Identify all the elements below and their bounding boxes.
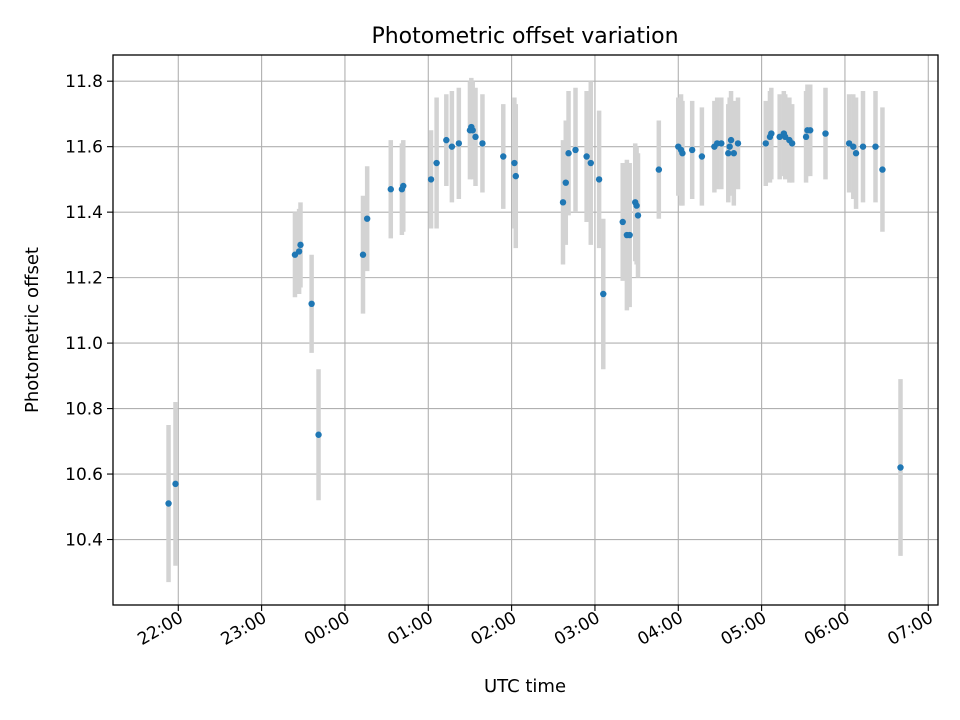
data-point	[788, 140, 796, 147]
data-point	[725, 150, 732, 157]
data-point	[295, 248, 303, 255]
x-tick-label: 07:00	[884, 608, 936, 650]
data-point	[619, 218, 626, 226]
x-tick-label: 23:00	[218, 608, 270, 650]
data-point	[634, 212, 642, 219]
data-point	[802, 133, 810, 141]
data-point	[565, 150, 572, 157]
data-point	[363, 215, 371, 222]
x-tick-label: 22:00	[134, 608, 186, 650]
data-point	[433, 159, 440, 167]
data-point	[472, 133, 479, 141]
data-point	[655, 166, 663, 173]
x-axis-ticks: 22:00 23:00 00:00 01:00 02:00 03:00 04:00 05:00…	[134, 605, 937, 650]
data-point	[448, 143, 456, 150]
data-point	[308, 300, 315, 308]
data-point	[600, 290, 607, 298]
y-tick-label: 11.6	[65, 138, 103, 158]
y-tick-label: 11.8	[65, 72, 103, 92]
data-point	[315, 431, 322, 438]
chart-title: Photometric offset variation	[371, 24, 678, 49]
y-tick-label: 11.0	[65, 334, 103, 354]
data-point	[297, 241, 304, 249]
grid-lines	[113, 55, 938, 605]
data-point	[562, 179, 569, 186]
error-bars	[166, 77, 903, 583]
data-point	[469, 127, 476, 134]
data-point	[872, 143, 879, 150]
data-point	[587, 159, 594, 167]
data-point	[512, 172, 519, 180]
x-axis-label: UTC time	[484, 676, 566, 697]
data-point	[427, 176, 435, 183]
data-point	[879, 166, 886, 173]
data-point	[679, 150, 686, 157]
x-tick-label: 00:00	[301, 608, 353, 650]
x-tick-label: 05:00	[718, 608, 770, 650]
x-tick-label: 03:00	[551, 608, 603, 650]
data-point	[595, 176, 603, 183]
data-point	[718, 140, 725, 147]
data-point	[572, 146, 579, 154]
x-tick-label: 06:00	[801, 608, 853, 650]
data-point	[730, 150, 738, 157]
plot-frame	[112, 54, 939, 606]
data-point	[807, 127, 814, 134]
y-axis-label: Photometric offset	[22, 247, 43, 413]
data-point	[897, 464, 904, 471]
y-tick-label: 11.4	[65, 203, 103, 223]
data-point	[852, 150, 860, 157]
data-point	[762, 140, 769, 147]
data-point	[500, 153, 507, 160]
data-point	[165, 500, 172, 507]
x-tick-label: 02:00	[468, 608, 520, 650]
data-point	[822, 130, 829, 137]
data-points	[165, 123, 904, 507]
data-point	[387, 186, 394, 193]
x-tick-label: 04:00	[634, 608, 686, 650]
data-point	[626, 231, 633, 239]
data-point	[559, 199, 567, 206]
data-point	[688, 146, 696, 154]
data-point	[859, 143, 867, 150]
data-point	[172, 480, 179, 488]
data-point	[359, 251, 367, 258]
y-tick-label: 10.6	[65, 465, 103, 485]
data-point	[726, 143, 733, 150]
data-point	[633, 202, 640, 209]
data-point	[727, 136, 735, 144]
data-point	[443, 136, 450, 144]
y-tick-label: 10.4	[65, 531, 103, 551]
x-tick-label: 01:00	[384, 608, 436, 650]
data-point	[400, 182, 407, 190]
y-tick-label: 10.8	[65, 400, 103, 420]
data-point	[850, 143, 857, 150]
data-point	[583, 153, 590, 160]
data-point	[768, 130, 775, 137]
data-point	[479, 140, 486, 147]
data-point	[734, 140, 742, 147]
data-point	[511, 159, 518, 167]
data-point	[698, 153, 706, 160]
y-tick-label: 11.2	[65, 269, 103, 289]
data-point	[455, 140, 463, 147]
y-axis-ticks: 10.4 10.6 10.8 11.0 11.2 11.4 11.6 11.8	[65, 72, 113, 551]
